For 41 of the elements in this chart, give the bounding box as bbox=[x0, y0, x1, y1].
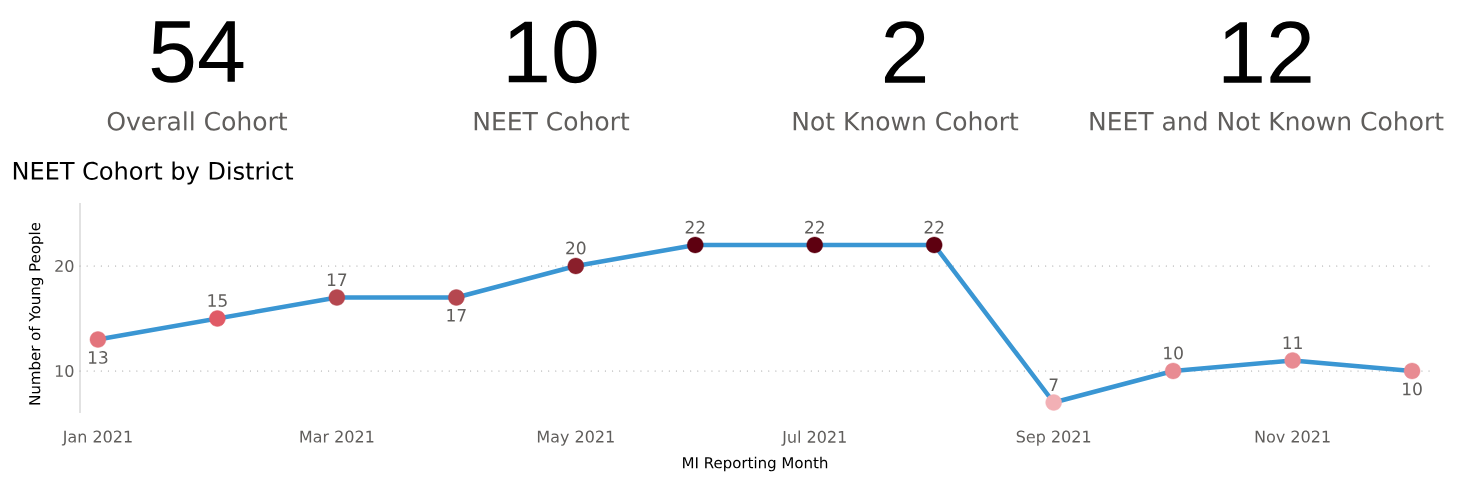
data-label: 22 bbox=[685, 220, 705, 234]
point bbox=[1045, 394, 1062, 411]
point bbox=[448, 289, 465, 306]
point bbox=[328, 289, 346, 306]
category-label: Not Known Cohort bbox=[793, 111, 1019, 131]
x-axis-title: MI Reporting Month bbox=[683, 456, 828, 472]
x-tick-label: May 2021 bbox=[537, 430, 614, 446]
point bbox=[209, 310, 226, 327]
category-label: NEET and Not Known Cohort bbox=[1090, 111, 1444, 131]
x-tick-label: Jan 2021 bbox=[61, 430, 132, 446]
data-label: 7 bbox=[1049, 378, 1058, 391]
category-label: NEET Cohort bbox=[474, 111, 630, 131]
x-tick-label: Mar 2021 bbox=[300, 430, 374, 443]
data-label: 11 bbox=[1283, 336, 1302, 349]
data-label: 15 bbox=[208, 294, 227, 307]
category-label: Overall Cohort bbox=[107, 111, 288, 131]
data-label: 10 bbox=[1164, 346, 1183, 360]
x-tick-label: Nov 2021 bbox=[1255, 430, 1330, 443]
point bbox=[1403, 362, 1421, 380]
point bbox=[567, 257, 584, 275]
data-label: 22 bbox=[805, 220, 824, 234]
data-label: 10 bbox=[1403, 382, 1422, 396]
data-label: 17 bbox=[327, 273, 347, 286]
y-axis-title: Number of Young People bbox=[28, 222, 44, 405]
data-label: 20 bbox=[566, 241, 586, 255]
x-tick-label: Sep 2021 bbox=[1016, 430, 1091, 446]
point bbox=[687, 236, 704, 254]
data-label: 54 bbox=[151, 21, 244, 83]
data-label: 22 bbox=[924, 220, 944, 234]
point bbox=[806, 236, 823, 254]
data-label: 2 bbox=[884, 21, 926, 83]
x-tick-label: Jul 2021 bbox=[781, 430, 846, 446]
data-label: 12 bbox=[1223, 21, 1311, 83]
data-label: 10 bbox=[508, 20, 597, 84]
point bbox=[1164, 362, 1182, 380]
data-label: 13 bbox=[88, 351, 108, 364]
data-label: 17 bbox=[447, 309, 466, 322]
point bbox=[1284, 352, 1301, 369]
point bbox=[926, 236, 943, 254]
chart-title: NEET Cohort by District bbox=[13, 161, 294, 185]
point bbox=[89, 331, 107, 348]
